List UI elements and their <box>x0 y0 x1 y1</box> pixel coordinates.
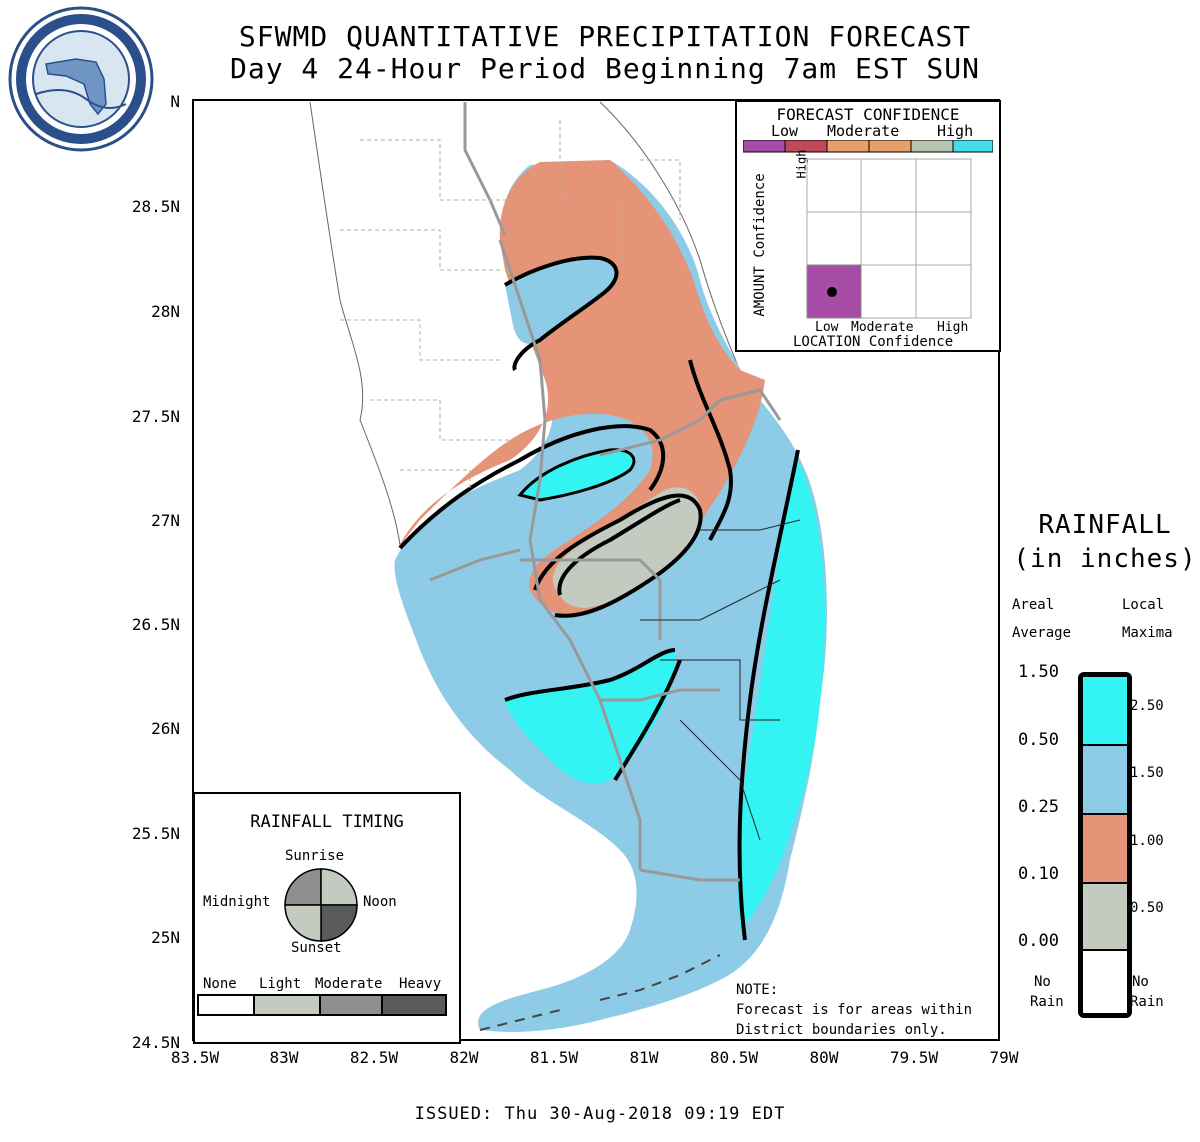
legend-no-rain-left-2: Rain <box>1030 994 1064 1010</box>
confidence-color-bar <box>743 140 993 153</box>
area-0.50in-north-loop <box>505 257 617 344</box>
legend-colorbar <box>1078 672 1132 1018</box>
note: NOTE: Forecast is for areas within Distr… <box>736 980 972 1040</box>
map-subtitle: Day 4 24-Hour Period Beginning 7am EST S… <box>229 52 980 85</box>
lat-label: 26N <box>151 719 180 738</box>
lon-label: 83.5W <box>170 1048 220 1067</box>
timing-title: RAINFALL TIMING <box>250 812 404 832</box>
confidence-low: Low <box>771 122 799 140</box>
legend-no-rain-right: No <box>1132 974 1149 990</box>
lon-label: 82.5W <box>349 1048 399 1067</box>
legend-areal-value: 0.00 <box>1018 931 1059 951</box>
confidence-grid <box>806 158 972 319</box>
legend-areal: Areal <box>1012 597 1055 613</box>
timing-none: None <box>203 976 237 992</box>
legend-title: RAINFALL <box>1038 510 1172 540</box>
timing-sunset: Sunset <box>291 940 342 956</box>
district-boundaries <box>429 102 782 882</box>
lon-label: 82W <box>449 1048 479 1067</box>
legend-no-rain-right-2: Rain <box>1130 994 1164 1010</box>
confidence-moderate: Moderate <box>827 122 900 140</box>
note-line2: District boundaries only. <box>736 1022 947 1038</box>
lat-label: N <box>170 92 180 111</box>
note-line1: Forecast is for areas within <box>736 1002 973 1018</box>
timing-scale-bar <box>197 994 447 1016</box>
legend-swatch-lightblue <box>1083 746 1127 815</box>
lon-label: 80.5W <box>709 1048 759 1067</box>
location-low: Low <box>815 320 839 335</box>
lat-label: 27N <box>151 511 180 530</box>
legend-maxima-value: 1.00 <box>1130 833 1164 849</box>
area-0.10in <box>552 487 701 608</box>
location-moderate: Moderate <box>851 320 914 335</box>
county-lines <box>340 120 681 500</box>
timing-moderate: Moderate <box>315 976 383 992</box>
timing-midnight: Midnight <box>203 894 271 910</box>
legend-maxima-value: 2.50 <box>1130 698 1164 714</box>
legend-areal-value: 0.50 <box>1018 730 1059 750</box>
location-confidence-label: LOCATION Confidence <box>793 334 954 350</box>
thin-boundaries <box>640 519 801 841</box>
timing-heavy: Heavy <box>399 976 442 992</box>
timing-sunrise: Sunrise <box>285 848 345 864</box>
legend-maxima: Maxima <box>1122 625 1173 641</box>
legend-local: Local <box>1122 597 1165 613</box>
legend-swatch-salmon <box>1083 815 1127 884</box>
timing-noon: Noon <box>363 894 397 910</box>
rainfall-timing-panel: RAINFALL TIMING Sunrise Midnight Noon Su… <box>193 792 461 1044</box>
sfwmd-logo <box>8 6 154 152</box>
lat-label: 27.5N <box>131 407 180 426</box>
lat-label: 28N <box>151 302 180 321</box>
timing-light: Light <box>259 976 302 992</box>
lat-label: 26.5N <box>131 615 180 634</box>
area-1.50in-east <box>737 455 825 930</box>
area-1.50in-north <box>520 449 634 500</box>
lat-label: 28.5N <box>131 197 180 216</box>
forecast-confidence-panel: FORECAST CONFIDENCE Low Moderate High AM… <box>735 100 1001 352</box>
florida-keys <box>479 954 721 1031</box>
legend-maxima-value: 0.50 <box>1130 900 1164 916</box>
legend-swatch-gray <box>1083 884 1127 951</box>
map-title: SFWMD QUANTITATIVE PRECIPITATION FORECAS… <box>238 20 972 53</box>
legend-no-rain-left: No <box>1034 974 1051 990</box>
issued-timestamp: ISSUED: Thu 30-Aug-2018 09:19 EDT <box>414 1104 786 1124</box>
timing-clock-icon <box>284 868 358 942</box>
lon-label: 81.5W <box>529 1048 579 1067</box>
lon-label: 81W <box>629 1048 659 1067</box>
lat-label: 25.5N <box>131 824 180 843</box>
legend-subtitle: (in inches) <box>1013 544 1197 574</box>
legend-swatch-cyan <box>1083 677 1127 746</box>
lat-label: 24.5N <box>131 1033 180 1052</box>
legend-average: Average <box>1012 625 1072 641</box>
location-high: High <box>937 320 969 335</box>
lon-label: 79.5W <box>889 1048 939 1067</box>
legend-maxima-value: 1.50 <box>1130 765 1164 781</box>
confidence-high: High <box>937 122 974 140</box>
lon-label: 79W <box>989 1048 1019 1067</box>
lat-label: 25N <box>151 928 180 947</box>
legend-areal-value: 1.50 <box>1018 662 1059 682</box>
amount-confidence-label: AMOUNT Confidence <box>752 173 768 317</box>
confidence-title: FORECAST CONFIDENCE <box>776 105 960 124</box>
legend-areal-value: 0.10 <box>1018 864 1059 884</box>
note-title: NOTE: <box>736 982 779 998</box>
lon-label: 83W <box>269 1048 299 1067</box>
lon-label: 80W <box>809 1048 839 1067</box>
legend-swatch-white <box>1083 951 1127 1013</box>
legend-areal-value: 0.25 <box>1018 797 1059 817</box>
